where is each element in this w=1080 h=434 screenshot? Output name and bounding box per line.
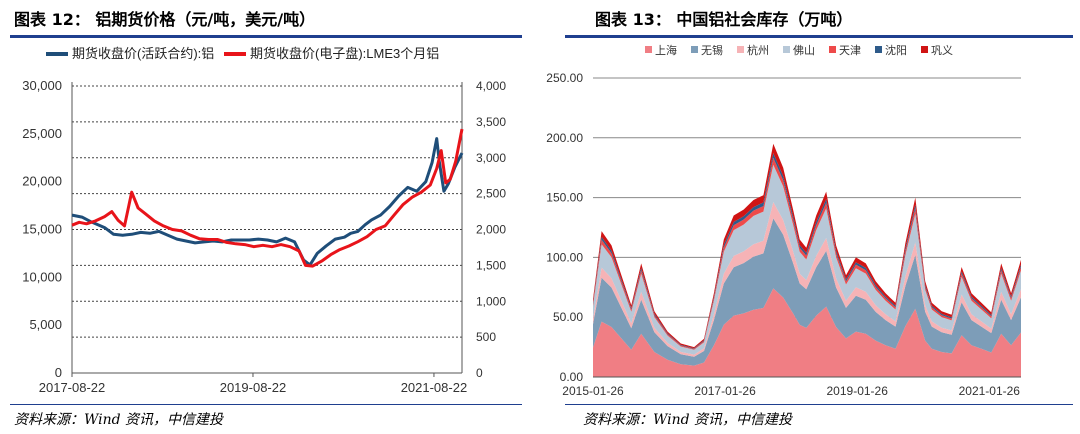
left-chart-panel: 图表 12： 铝期货价格（元/吨，美元/吨） 0 500 1,000 1,500 2,0… <box>0 0 530 434</box>
legend-swatch <box>875 46 882 53</box>
series-line-shfe <box>71 137 464 267</box>
right-y-tick-label: 500 <box>476 330 496 344</box>
legend-label: 期货收盘价(活跃合约):铝 <box>72 46 214 61</box>
x-tick-label: 2019-01-26 <box>827 384 889 398</box>
right-y-tick-label: 1,000 <box>476 294 506 308</box>
legend-swatch <box>829 46 836 53</box>
right-chart-title: 图表 13： 中国铝社会库存（万吨） <box>595 10 853 29</box>
right-y-tick-label: 3,500 <box>476 115 506 129</box>
left-y-tick-label: 0 <box>55 365 62 380</box>
series-line-lme <box>71 128 464 268</box>
legend-swatch <box>921 46 928 53</box>
right-source-note: 资料来源：Wind 资讯，中信建投 <box>583 412 793 428</box>
legend-label: 巩义 <box>931 44 953 57</box>
right-source-rule <box>565 404 1073 405</box>
left-y-tick-label: 25,000 <box>22 126 62 141</box>
y-tick-label: 100.00 <box>546 250 583 264</box>
left-y-tick-label: 10,000 <box>22 269 62 284</box>
left-y-tick-label: 15,000 <box>22 222 62 237</box>
y-tick-label: 0.00 <box>560 370 584 384</box>
x-tick-label: 2017-01-26 <box>694 384 756 398</box>
left-chart-title: 图表 12： 铝期货价格（元/吨，美元/吨） <box>14 10 316 29</box>
legend-label: 沈阳 <box>885 43 907 57</box>
left-y-tick-label: 20,000 <box>22 174 62 189</box>
aluminum-social-inventory-chart: 0.00 50.00 100.00 150.00 200.00 250.00 2015-01… <box>546 43 1021 398</box>
area-layer <box>593 288 1021 377</box>
legend-label: 佛山 <box>793 44 815 57</box>
x-tick-label: 2015-01-26 <box>562 384 624 398</box>
right-chart-panel: 图表 13： 中国铝社会库存（万吨） 0.00 50.00 100.00 150.00… <box>546 0 1080 434</box>
area-layer <box>593 164 1021 355</box>
left-y-tick-label: 30,000 <box>22 78 62 93</box>
aluminum-futures-price-chart: 0 500 1,000 1,500 2,000 2,500 3,000 3,500 4,000 0… <box>22 46 506 395</box>
right-y-tick-label: 0 <box>476 366 483 380</box>
area-layer <box>593 218 1021 366</box>
right-y-tick-label: 4,000 <box>476 79 506 93</box>
area-layer <box>593 157 1021 350</box>
x-tick-label: 2017-08-22 <box>39 380 106 395</box>
legend-swatch <box>645 46 652 53</box>
left-title-rule <box>10 35 522 38</box>
right-y-tick-label: 2,000 <box>476 223 506 237</box>
y-tick-label: 50.00 <box>553 310 583 324</box>
y-tick-label: 150.00 <box>546 191 583 205</box>
area-layer <box>593 202 1021 357</box>
legend-swatch <box>691 46 698 53</box>
y-tick-label: 200.00 <box>546 131 583 145</box>
left-source-note: 资料来源：Wind 资讯，中信建投 <box>14 412 224 428</box>
legend-label: 杭州 <box>747 43 769 57</box>
area-layer <box>593 143 1021 349</box>
x-tick-label: 2021-08-22 <box>401 380 468 395</box>
y-tick-label: 250.00 <box>546 71 583 85</box>
area-layer <box>593 153 1021 349</box>
legend-label: 上海 <box>655 43 677 57</box>
x-tick-label: 2021-01-26 <box>959 384 1021 398</box>
left-y-tick-label: 5,000 <box>29 317 62 332</box>
legend-swatch <box>737 46 744 53</box>
legend-label: 期货收盘价(电子盘):LME3个月铝 <box>250 46 439 61</box>
right-y-tick-label: 1,500 <box>476 258 506 272</box>
left-source-rule <box>10 404 522 405</box>
right-y-tick-label: 2,500 <box>476 187 506 201</box>
right-title-rule <box>565 35 1073 38</box>
legend-label: 无锡 <box>701 43 723 57</box>
x-tick-label: 2019-08-22 <box>220 380 287 395</box>
right-y-tick-label: 3,000 <box>476 151 506 165</box>
legend-label: 天津 <box>839 44 861 57</box>
legend-swatch <box>783 46 790 53</box>
